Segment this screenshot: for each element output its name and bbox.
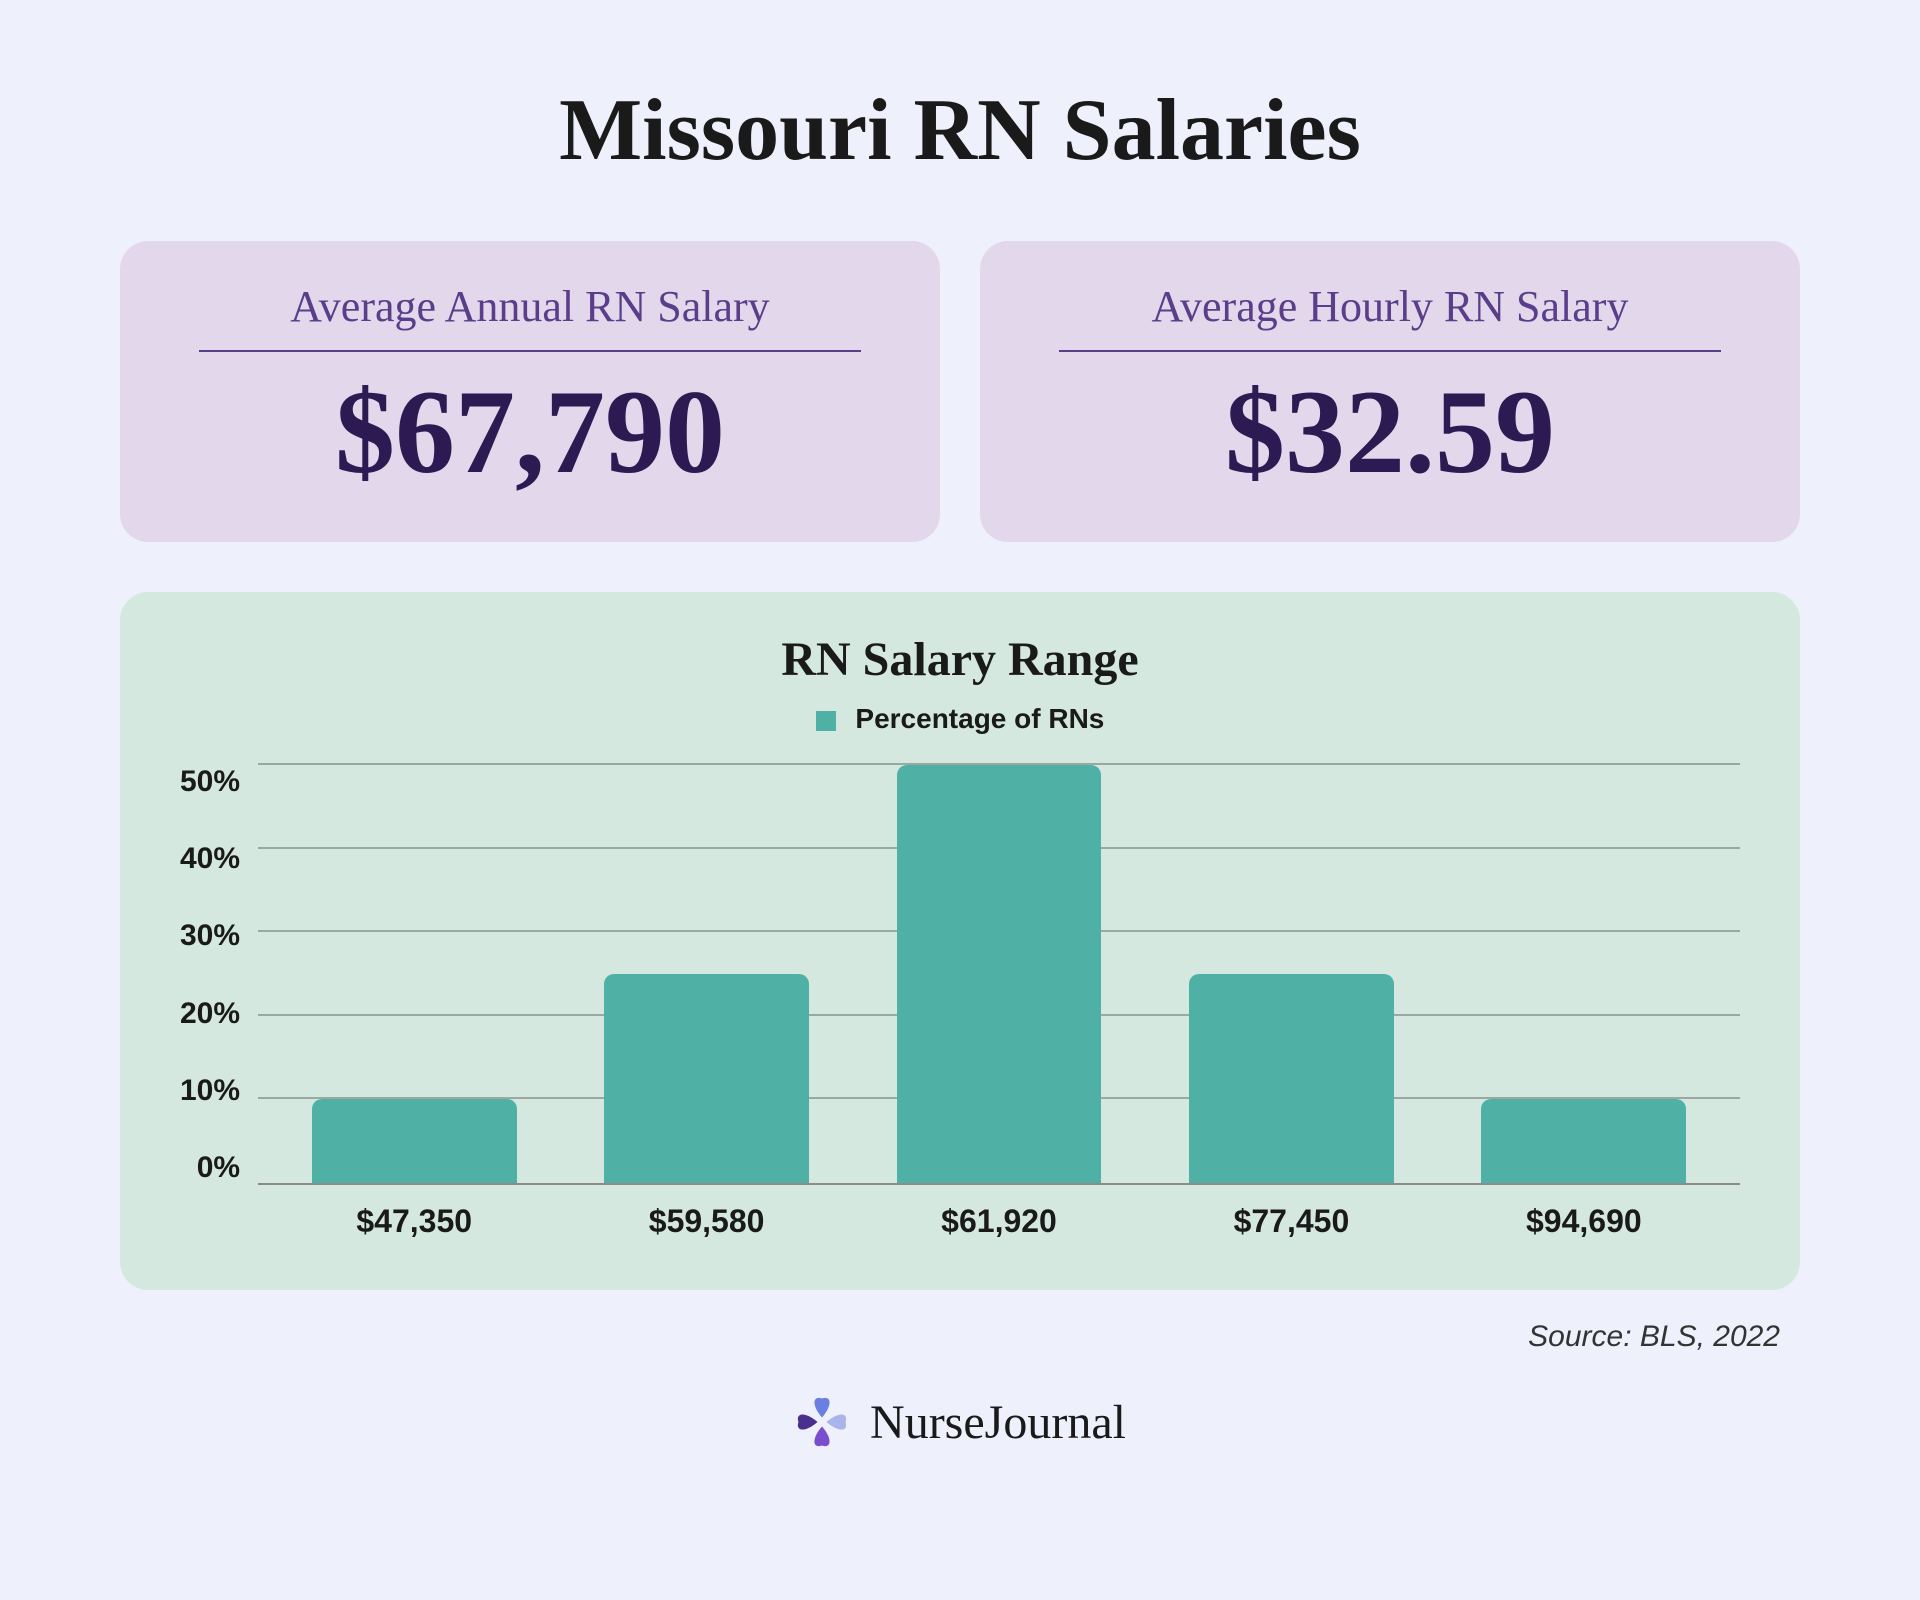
x-label: $61,920 bbox=[853, 1203, 1145, 1240]
y-tick: 40% bbox=[180, 842, 240, 876]
x-label: $47,350 bbox=[268, 1203, 560, 1240]
card-annual: Average Annual RN Salary $67,790 bbox=[120, 241, 940, 542]
bar bbox=[1189, 974, 1394, 1183]
card-hourly-label: Average Hourly RN Salary bbox=[1059, 281, 1721, 352]
x-label: $94,690 bbox=[1438, 1203, 1730, 1240]
page-title: Missouri RN Salaries bbox=[120, 80, 1800, 181]
x-labels: $47,350$59,580$61,920$77,450$94,690 bbox=[258, 1203, 1740, 1240]
brand-name: NurseJournal bbox=[870, 1395, 1126, 1450]
card-annual-label: Average Annual RN Salary bbox=[199, 281, 861, 352]
x-label: $59,580 bbox=[560, 1203, 852, 1240]
card-hourly-value: $32.59 bbox=[1030, 372, 1750, 492]
chart-title: RN Salary Range bbox=[180, 632, 1740, 687]
chart-body: 50% 40% 30% 20% 10% 0% bbox=[180, 765, 1740, 1185]
bar bbox=[604, 974, 809, 1183]
brand-logo-icon bbox=[794, 1394, 850, 1450]
card-annual-value: $67,790 bbox=[170, 372, 890, 492]
y-tick: 30% bbox=[180, 919, 240, 953]
legend-label: Percentage of RNs bbox=[855, 703, 1104, 734]
legend-swatch bbox=[816, 711, 836, 731]
bar bbox=[1481, 1099, 1686, 1183]
bars-container bbox=[258, 765, 1740, 1183]
y-tick: 10% bbox=[180, 1074, 240, 1108]
chart-legend: Percentage of RNs bbox=[180, 703, 1740, 735]
source-text: Source: BLS, 2022 bbox=[120, 1320, 1800, 1354]
y-tick: 50% bbox=[180, 765, 240, 799]
x-axis: $47,350$59,580$61,920$77,450$94,690 bbox=[180, 1203, 1740, 1240]
chart-panel: RN Salary Range Percentage of RNs 50% 40%… bbox=[120, 592, 1800, 1290]
plot-area bbox=[258, 765, 1740, 1185]
footer: NurseJournal bbox=[120, 1394, 1800, 1450]
bar bbox=[897, 765, 1102, 1183]
salary-cards: Average Annual RN Salary $67,790 Average… bbox=[120, 241, 1800, 542]
y-axis: 50% 40% 30% 20% 10% 0% bbox=[180, 765, 258, 1185]
x-label: $77,450 bbox=[1145, 1203, 1437, 1240]
y-tick: 0% bbox=[197, 1151, 240, 1185]
y-tick: 20% bbox=[180, 997, 240, 1031]
bar bbox=[312, 1099, 517, 1183]
card-hourly: Average Hourly RN Salary $32.59 bbox=[980, 241, 1800, 542]
